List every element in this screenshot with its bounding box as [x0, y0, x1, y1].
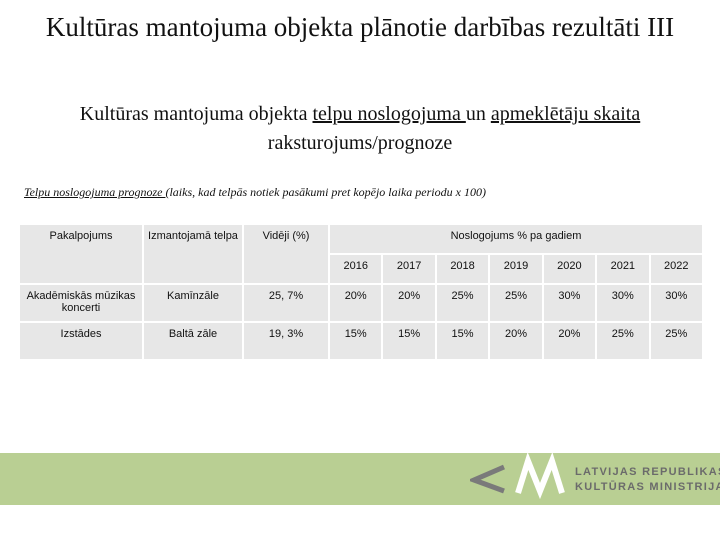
cell: Baltā zāle [142, 321, 244, 361]
cell: 15% [327, 321, 384, 361]
cell: 20% [381, 283, 437, 323]
year-cell: 2017 [381, 253, 437, 285]
text-segment: Kultūras mantojuma objekta [79, 103, 313, 125]
cell: 20% [327, 283, 384, 323]
data-row: Izstādes Baltā zāle 19, 3% 15% 15% 15% 20% 20% 2… [18, 321, 705, 361]
text-segment: raksturojums/prognoze [267, 132, 453, 154]
cell: 25% [648, 321, 705, 361]
cell: 30% [648, 283, 705, 323]
header-cell: Izmantojamā telpa [142, 223, 244, 285]
cell: 30% [595, 283, 651, 323]
caption: Telpu noslogojuma prognoze (laiks, kad t… [24, 185, 486, 200]
text-segment: apmeklētāju skaita [490, 103, 641, 125]
text-segment: Telpu noslogojuma prognoze [24, 185, 166, 199]
table: Pakalpojums Izmantojamā telpa Vidēji (%) No… [18, 223, 705, 361]
logo-text: LATVIJAS REPUBLIKAS [575, 466, 720, 478]
title: Kultūras mantojuma objekta plānotie darb… [45, 12, 675, 42]
cell: Izstādes [18, 321, 144, 361]
cell: 20% [488, 321, 544, 361]
logo-m [515, 453, 565, 500]
header-row: Pakalpojums Izmantojamā telpa Vidēji (%) No… [18, 223, 704, 285]
group-header-cell: Noslogojums % pa gadiem [328, 223, 704, 255]
logo-chevron [470, 464, 505, 494]
cell: Akadēmiskās mūzikas koncerti [18, 283, 144, 323]
text-segment: (laiks, kad telpās notiek pasākumi pret … [165, 185, 486, 199]
subtitle: Kultūras mantojuma objekta telpu noslogo… [20, 100, 700, 158]
data-row: Akadēmiskās mūzikas koncerti Kamīnzāle 25,… [18, 283, 705, 323]
cell: 25% [595, 321, 651, 361]
cell: Kamīnzāle [142, 283, 244, 323]
cell: 15% [434, 321, 491, 361]
text-segment: un [465, 103, 491, 125]
header-row: 2016 2017 2018 2019 2020 2021 2022 [19, 253, 705, 285]
cell: 19, 3% [242, 321, 330, 361]
year-cell: 2016 [327, 253, 384, 285]
cell: 20% [541, 321, 598, 361]
cell: 25% [488, 283, 544, 323]
year-cell: 2018 [434, 253, 491, 285]
header-cell: Pakalpojums [18, 223, 144, 285]
cell: 25, 7% [242, 283, 330, 323]
header-cell: Vidēji (%) [242, 223, 330, 285]
logo-text: KULTŪRAS MINISTRIJA [575, 481, 720, 493]
year-cell: 2022 [648, 253, 705, 285]
cell: 30% [541, 283, 598, 323]
cell: 25% [434, 283, 491, 323]
year-cell: 2021 [595, 253, 651, 285]
text-segment: telpu noslogojuma [312, 103, 466, 125]
year-cell: 2020 [541, 253, 598, 285]
footer-band [0, 453, 720, 505]
logo-mark [470, 453, 565, 500]
cell: 15% [381, 321, 437, 361]
year-cell: 2019 [488, 253, 544, 285]
